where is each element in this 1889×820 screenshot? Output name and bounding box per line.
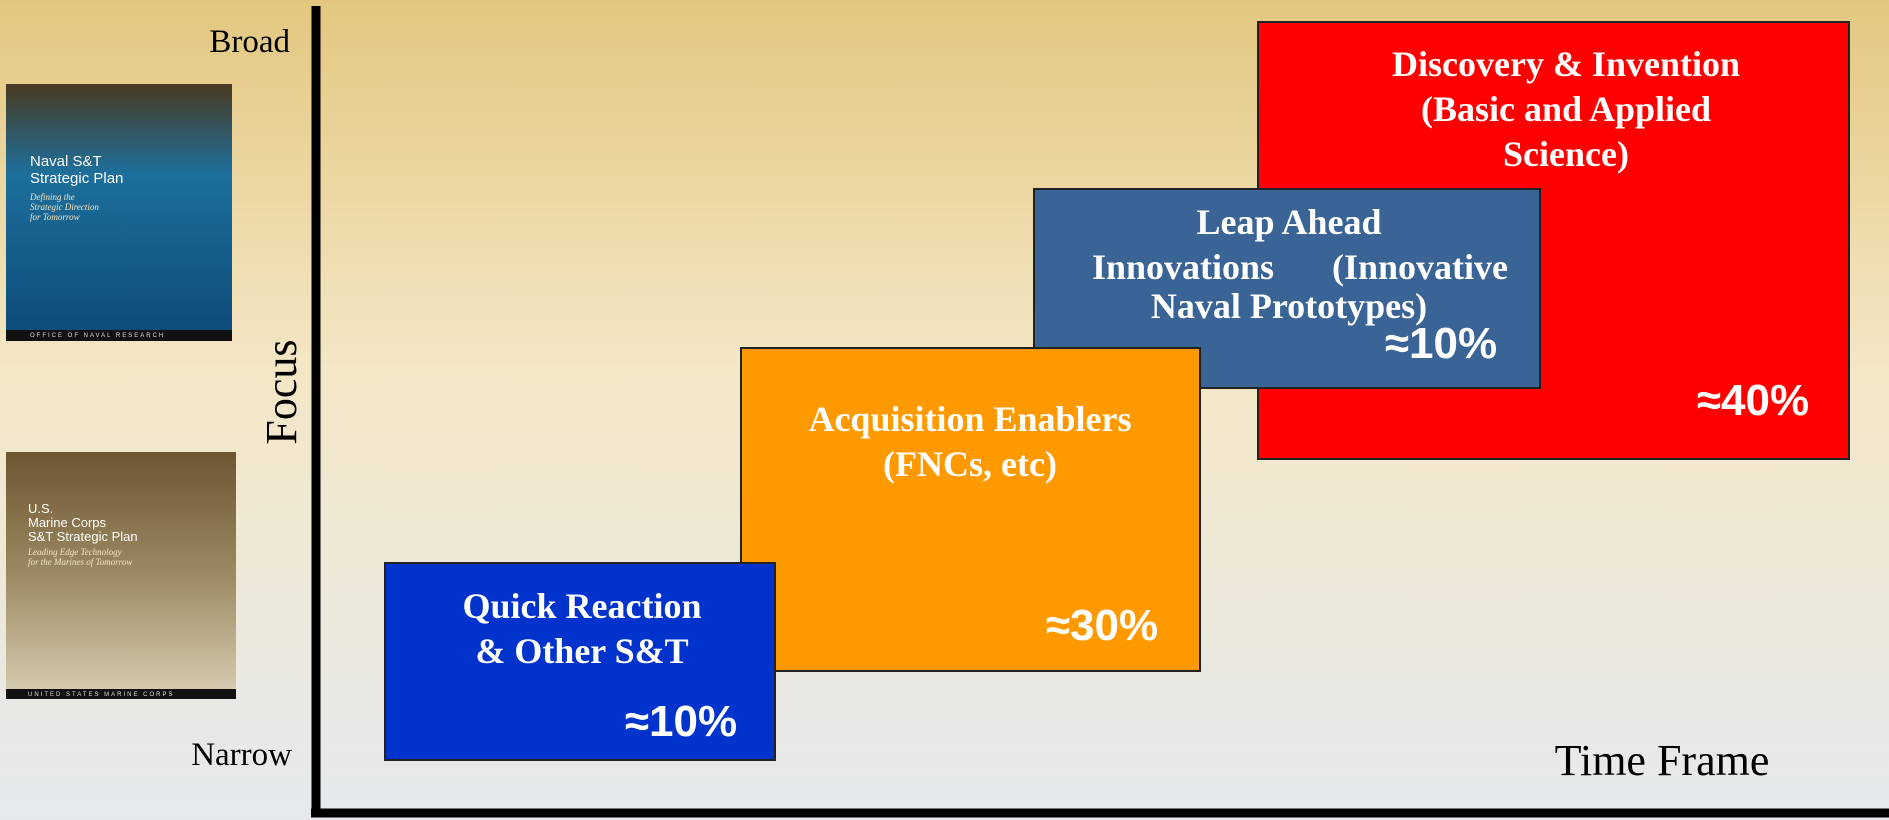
cover-title: S&T Strategic Plan [28, 529, 138, 544]
box-title: Quick Reaction [463, 586, 702, 626]
box-title: Innovations [1092, 247, 1274, 287]
cover-marines [6, 452, 236, 699]
box-share: ≈10% [625, 697, 737, 746]
box-title: Leap Ahead [1196, 202, 1381, 242]
cover-subtitle: for the Marines of Tomorrow [28, 557, 132, 567]
box-title: (Basic and Applied [1421, 89, 1711, 129]
box-title: Science) [1503, 134, 1629, 174]
axis-bottom-label: Narrow [191, 737, 292, 773]
cover-footer: OFFICE OF NAVAL RESEARCH [30, 333, 165, 339]
cover-title: Strategic Plan [30, 170, 123, 187]
box-title: Discovery & Invention [1392, 44, 1740, 84]
cover-subtitle: Strategic Direction [30, 202, 99, 212]
axis-top-label: Broad [209, 24, 290, 60]
cover-subtitle: Leading Edge Technology [27, 547, 122, 557]
cover-title: Naval S&T [30, 153, 102, 170]
box-title: (FNCs, etc) [883, 444, 1057, 484]
slide: Naval S&T Strategic Plan Defining the St… [0, 0, 1889, 820]
cover-subtitle: Defining the [29, 192, 75, 202]
page: Naval S&T Strategic Plan Defining the St… [0, 0, 1889, 820]
box-share: ≈40% [1697, 376, 1809, 425]
cover-subtitle: for Tomorrow [30, 212, 80, 222]
x-axis-label: Time Frame [1555, 736, 1770, 785]
cover-title: U.S. [28, 501, 53, 516]
cover-footer: UNITED STATES MARINE CORPS [28, 692, 174, 698]
box-share: ≈30% [1046, 601, 1158, 650]
cover-title: Marine Corps [28, 515, 107, 530]
box-share: ≈10% [1385, 319, 1497, 368]
box-title: (Innovative [1332, 247, 1508, 287]
y-axis-label: Focus [257, 339, 306, 444]
box-title: Acquisition Enablers [808, 399, 1131, 439]
box-title: & Other S&T [475, 631, 688, 671]
